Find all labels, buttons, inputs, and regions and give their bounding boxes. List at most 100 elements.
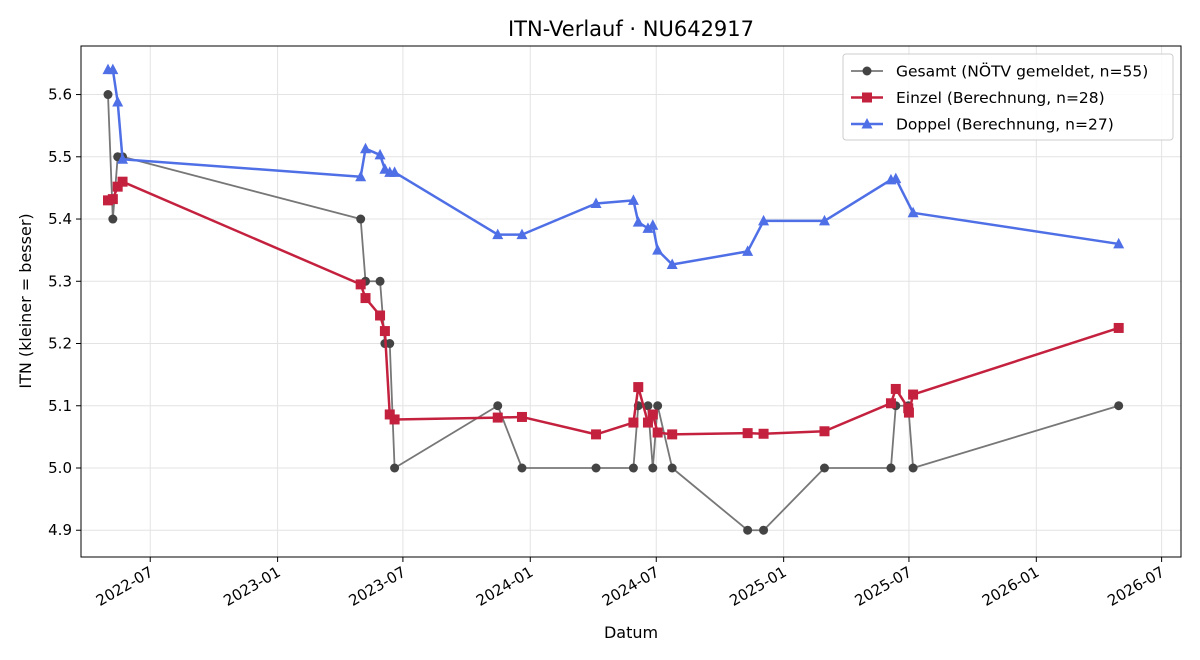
- x-tick-label: 2023-01: [220, 563, 283, 610]
- y-tick-label: 4.9: [48, 521, 72, 539]
- legend-item-gesamt: Gesamt (NÖTV gemeldet, n=55): [851, 62, 1148, 81]
- x-tick-label: 2024-07: [599, 563, 662, 610]
- data-point-doppel: [642, 222, 654, 233]
- data-point-einzel: [1113, 322, 1124, 333]
- data-point-einzel: [628, 417, 639, 428]
- data-point-gesamt: [1114, 401, 1124, 411]
- data-point-einzel: [492, 412, 503, 423]
- data-point-doppel: [389, 166, 401, 177]
- data-point-gesamt: [591, 463, 601, 473]
- series-line-doppel: [108, 68, 1119, 266]
- data-point-gesamt: [759, 525, 769, 535]
- legend-marker: [861, 118, 873, 129]
- data-point-gesamt: [667, 463, 677, 473]
- data-point-gesamt: [648, 463, 658, 473]
- data-point-doppel: [818, 214, 830, 226]
- x-tick-label: 2025-01: [726, 563, 789, 610]
- data-point-einzel: [890, 383, 901, 394]
- data-point-gesamt: [375, 276, 385, 286]
- data-point-doppel: [516, 228, 528, 240]
- legend-label: Doppel (Berechnung, n=27): [896, 116, 1114, 134]
- series-line-gesamt: [107, 94, 1119, 532]
- data-point-gesamt: [743, 525, 753, 535]
- x-tick-label: 2025-07: [852, 563, 915, 610]
- data-point-doppel: [652, 244, 664, 255]
- data-point-einzel: [355, 279, 366, 290]
- plot-frame: [80, 45, 1182, 558]
- data-point-doppel: [355, 170, 367, 182]
- data-point-einzel: [652, 427, 663, 438]
- y-tick-label: 5.2: [48, 335, 72, 353]
- data-point-einzel: [375, 310, 386, 321]
- data-point-einzel: [107, 194, 118, 205]
- data-point-gesamt: [385, 339, 395, 349]
- data-point-einzel: [389, 414, 400, 425]
- data-point-doppel: [890, 172, 902, 184]
- data-point-doppel: [107, 63, 119, 75]
- data-point-einzel: [758, 428, 769, 439]
- y-axis: 4.9 5.0 5.1 5.2 5.3 5.4 5.5 5.6: [48, 86, 81, 539]
- data-point-einzel: [742, 428, 753, 439]
- legend-item-einzel: Einzel (Berechnung, n=28): [851, 89, 1105, 107]
- y-tick-label: 5.4: [48, 210, 72, 228]
- data-point-gesamt: [643, 401, 653, 411]
- data-point-einzel: [591, 429, 602, 440]
- data-point-doppel: [907, 206, 919, 218]
- legend-box: [842, 53, 1174, 141]
- data-point-doppel: [1113, 237, 1125, 249]
- y-tick-label: 5.3: [48, 272, 72, 290]
- x-tick-label: 2022-07: [93, 563, 156, 610]
- data-point-einzel: [360, 293, 371, 304]
- grid-lines: [81, 46, 1181, 557]
- legend: Gesamt (NÖTV gemeldet, n=55) Einzel (Bere…: [842, 53, 1174, 141]
- legend-marker: [862, 92, 872, 103]
- data-point-doppel: [360, 142, 372, 154]
- data-point-gesamt: [819, 463, 829, 473]
- data-point-doppel: [632, 216, 644, 227]
- series-doppel: [102, 63, 1125, 269]
- data-point-doppel: [742, 245, 754, 256]
- data-point-gesamt: [103, 90, 113, 100]
- data-point-einzel: [633, 382, 644, 393]
- y-tick-label: 5.6: [48, 86, 72, 104]
- data-point-doppel: [758, 214, 770, 226]
- data-point-einzel: [647, 409, 658, 420]
- x-tick-label: 2026-07: [1104, 563, 1167, 610]
- data-point-einzel: [903, 407, 914, 418]
- data-point-doppel: [112, 96, 124, 107]
- legend-label: Einzel (Berechnung, n=28): [896, 89, 1105, 107]
- x-tick-label: 2024-01: [473, 563, 536, 610]
- data-point-gesamt: [886, 463, 896, 473]
- x-tick-label: 2026-01: [979, 563, 1042, 610]
- data-point-doppel: [590, 197, 602, 208]
- data-point-doppel: [117, 153, 129, 164]
- y-axis-title: ITN (kleiner = besser): [16, 213, 35, 388]
- chart-title: ITN-Verlauf · NU642917: [508, 17, 754, 41]
- x-axis: 2022-07 2023-01 2023-07 2024-01 2024-07 2025-…: [93, 557, 1168, 610]
- data-point-gesamt: [390, 463, 400, 473]
- y-tick-label: 5.0: [48, 459, 72, 477]
- data-point-gesamt: [493, 401, 503, 411]
- legend-item-doppel: Doppel (Berechnung, n=27): [851, 116, 1114, 134]
- data-point-doppel: [647, 219, 659, 230]
- legend-label: Gesamt (NÖTV gemeldet, n=55): [896, 62, 1148, 81]
- series-einzel: [102, 176, 1124, 440]
- data-point-gesamt: [356, 214, 366, 224]
- data-point-gesamt: [653, 401, 663, 411]
- legend-marker: [862, 66, 872, 76]
- data-point-gesamt: [517, 463, 527, 473]
- y-tick-label: 5.5: [48, 148, 72, 166]
- data-point-doppel: [627, 194, 639, 205]
- x-axis-title: Datum: [604, 623, 658, 642]
- series-layer: [102, 63, 1125, 535]
- series-line-einzel: [107, 180, 1120, 436]
- x-tick-label: 2023-07: [346, 563, 409, 610]
- y-tick-label: 5.1: [48, 397, 72, 415]
- data-point-gesamt: [628, 463, 638, 473]
- data-point-einzel: [379, 326, 390, 337]
- data-point-gesamt: [108, 214, 118, 224]
- data-point-einzel: [885, 398, 896, 409]
- data-point-einzel: [642, 417, 653, 428]
- data-point-einzel: [819, 426, 830, 437]
